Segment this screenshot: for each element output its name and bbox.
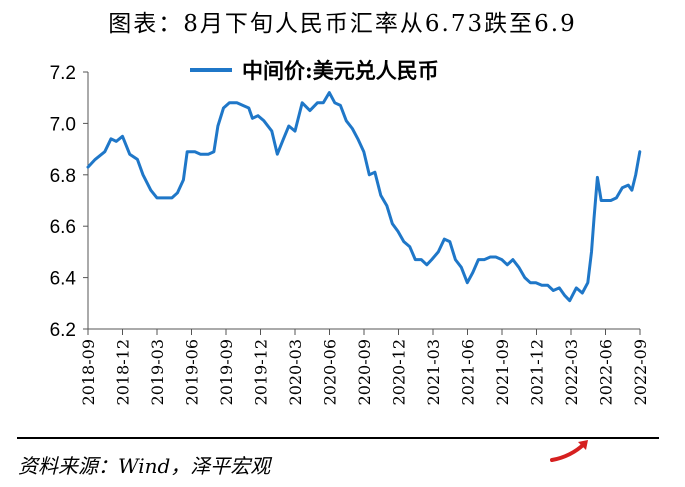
- footer-rule-top: [17, 437, 659, 439]
- y-tick-label: 6.8: [50, 166, 76, 187]
- legend-label: 中间价:美元兑人民币: [242, 58, 439, 83]
- y-tick-label: 6.6: [50, 217, 76, 238]
- accent-swoosh-icon: [550, 440, 588, 462]
- chart-axes: [87, 72, 640, 330]
- chart-title: 图表：8月下旬人民币汇率从6.73跌至6.9: [108, 11, 577, 37]
- x-tick-label: 2021-09: [493, 339, 512, 405]
- line-chart: 6.2 6.4 6.6 6.8 7.0 7.2 2018-09 2018-12 2019-03…: [50, 58, 650, 405]
- x-tick-label: 2021-12: [528, 339, 547, 405]
- series-line: [86, 91, 642, 303]
- x-tick-label: 2021-06: [459, 339, 478, 405]
- legend: 中间价:美元兑人民币: [190, 58, 439, 83]
- x-tick-label: 2018-12: [114, 339, 133, 405]
- y-tick-label: 6.2: [50, 320, 76, 341]
- x-tick-label: 2022-09: [631, 339, 650, 405]
- x-axis-ticks: 2018-09 2018-12 2019-03 2019-06 2019-09 2019-…: [79, 329, 650, 405]
- y-tick-label: 7.0: [50, 114, 76, 135]
- x-tick-label: 2019-03: [148, 339, 167, 405]
- x-tick-label: 2019-12: [252, 339, 271, 405]
- source-note: 资料来源：Wind，泽平宏观: [18, 454, 271, 478]
- x-tick-label: 2019-06: [183, 339, 202, 405]
- x-tick-label: 2020-06: [321, 339, 340, 405]
- x-tick-label: 2020-03: [286, 339, 305, 405]
- x-tick-label: 2022-03: [562, 339, 581, 405]
- x-tick-label: 2019-09: [217, 339, 236, 405]
- x-tick-label: 2020-12: [390, 339, 409, 405]
- y-axis-ticks: 6.2 6.4 6.6 6.8 7.0 7.2: [50, 63, 88, 341]
- x-tick-label: 2018-09: [79, 339, 98, 405]
- x-tick-label: 2022-06: [597, 339, 616, 405]
- x-tick-label: 2021-03: [424, 339, 443, 405]
- y-tick-label: 6.4: [50, 269, 77, 290]
- x-tick-label: 2020-09: [355, 339, 374, 405]
- y-tick-label: 7.2: [50, 63, 76, 84]
- series-layer: [86, 91, 642, 303]
